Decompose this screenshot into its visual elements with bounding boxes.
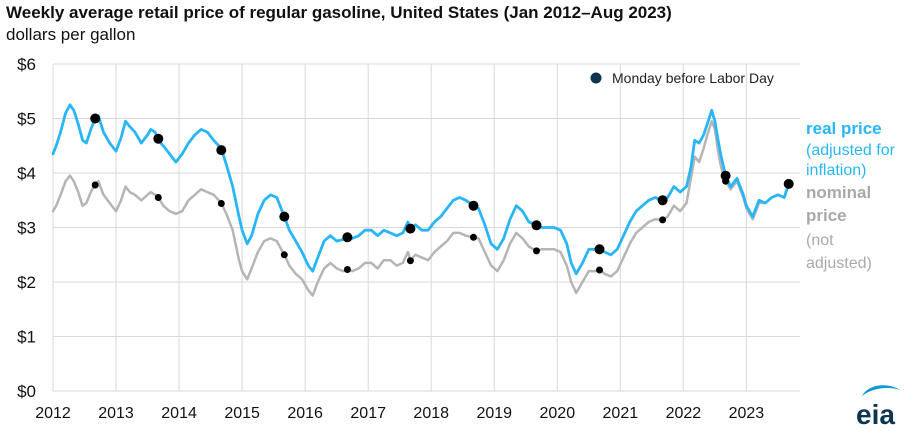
x-tick-label: 2020 xyxy=(540,405,576,422)
nominal-price-label: nominal xyxy=(806,183,871,202)
nominal-labor-day-marker xyxy=(406,257,414,265)
real-labor-day-marker xyxy=(216,145,227,156)
real-labor-day-marker xyxy=(531,220,542,231)
y-tick-label: $0 xyxy=(17,382,36,401)
x-tick-label: 2013 xyxy=(98,405,134,422)
series-lines xyxy=(51,103,791,297)
y-axis-unit-label: dollars per gallon xyxy=(6,25,136,44)
y-axis-ticks: $0 $1 $2 $3 $4 $5 $6 xyxy=(17,55,36,401)
nominal-labor-day-marker xyxy=(596,266,603,274)
real-labor-day-marker xyxy=(657,195,668,206)
gridlines xyxy=(52,63,800,392)
nominal-labor-day-marker xyxy=(217,200,225,207)
y-tick-label: $6 xyxy=(17,55,36,74)
x-tick-label: 2018 xyxy=(413,405,449,422)
nominal-price-label-line3: (not xyxy=(806,232,834,249)
eia-logo: eia xyxy=(856,385,900,430)
x-tick-label: 2019 xyxy=(476,405,512,422)
y-tick-label: $5 xyxy=(17,110,36,129)
chart-title: Weekly average retail price of regular g… xyxy=(6,3,672,22)
real-labor-day-marker xyxy=(153,133,164,144)
x-tick-label: 2016 xyxy=(287,405,323,422)
real-price-label-line3: inflation) xyxy=(806,162,866,179)
x-tick-label: 2015 xyxy=(224,405,260,422)
nominal-labor-day-marker xyxy=(280,251,288,259)
labor-day-markers xyxy=(90,113,794,274)
nominal-labor-day-marker xyxy=(659,216,667,224)
nominal-price-label-line2: price xyxy=(806,206,847,225)
x-tick-label: 2014 xyxy=(161,405,197,422)
nominal-labor-day-marker xyxy=(343,266,351,273)
nominal-labor-day-marker xyxy=(91,181,99,189)
nominal-labor-day-marker xyxy=(154,194,162,201)
real-labor-day-marker xyxy=(279,211,290,222)
real-price-label: real price xyxy=(806,119,882,138)
y-tick-label: $1 xyxy=(17,328,36,347)
legend: Monday before Labor Day xyxy=(590,70,774,86)
nominal-labor-day-marker xyxy=(533,247,540,255)
nominal-price-label-line4: adjusted) xyxy=(806,255,872,272)
eia-logo-swoosh-icon xyxy=(862,385,900,396)
legend-marker-icon xyxy=(590,72,602,84)
real-labor-day-marker xyxy=(405,223,416,234)
x-tick-label: 2021 xyxy=(603,405,639,422)
real-labor-day-marker xyxy=(342,232,353,243)
x-tick-label: 2022 xyxy=(666,405,702,422)
x-axis-ticks: 2012 2013 2014 2015 2016 2017 2018 2019 2020 2021… xyxy=(35,405,764,422)
series-labels: real price (adjusted for inflation) nomi… xyxy=(806,119,896,272)
real-price-label-line2: (adjusted for xyxy=(806,142,896,159)
y-tick-label: $4 xyxy=(17,164,36,183)
real-labor-day-marker xyxy=(594,244,605,255)
eia-logo-text: eia xyxy=(856,399,895,430)
legend-label: Monday before Labor Day xyxy=(612,70,774,86)
real-labor-day-marker xyxy=(783,178,794,189)
real-labor-day-marker xyxy=(468,200,479,211)
y-tick-label: $2 xyxy=(17,273,36,292)
x-tick-label: 2023 xyxy=(729,405,765,422)
real-price-line xyxy=(51,103,791,276)
x-tick-label: 2012 xyxy=(35,405,71,422)
x-tick-label: 2017 xyxy=(350,405,386,422)
nominal-labor-day-marker xyxy=(470,233,477,241)
real-labor-day-marker xyxy=(720,170,731,181)
real-labor-day-marker xyxy=(90,113,101,124)
y-tick-label: $3 xyxy=(17,219,36,238)
